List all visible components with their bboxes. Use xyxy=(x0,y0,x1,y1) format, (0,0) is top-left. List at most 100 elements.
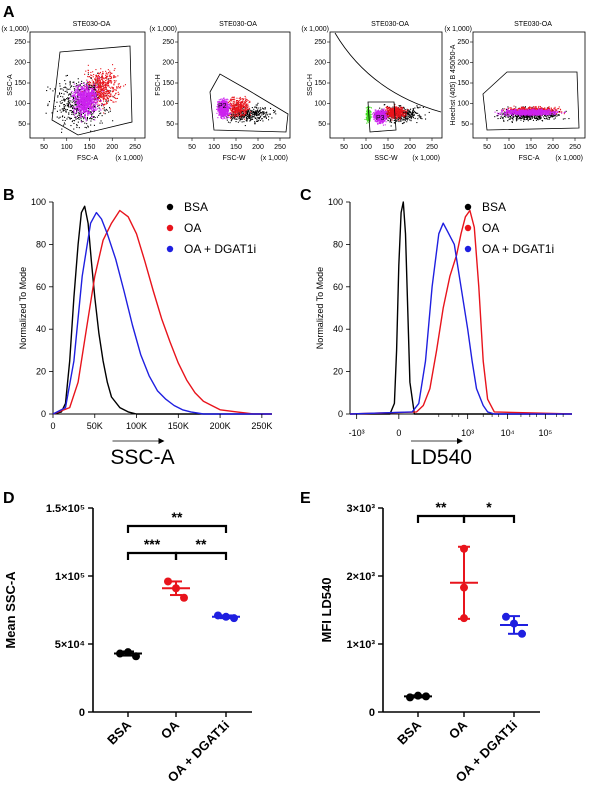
event-dot xyxy=(74,109,76,111)
event-dot xyxy=(374,109,376,111)
event-dot xyxy=(108,96,110,98)
event-dot xyxy=(403,113,405,115)
event-dot xyxy=(77,109,79,111)
event-dot xyxy=(101,88,103,90)
event-dot xyxy=(97,99,99,101)
event-dot xyxy=(104,110,106,112)
event-dot xyxy=(227,110,229,112)
event-dot xyxy=(222,118,224,120)
event-dot xyxy=(224,106,226,108)
event-dot xyxy=(87,98,89,100)
event-dot xyxy=(366,109,368,111)
event-dot xyxy=(78,99,80,101)
event-dot xyxy=(392,115,394,117)
gating-y-tick-label: 150 xyxy=(162,80,174,87)
event-dot xyxy=(227,106,229,108)
event-dot xyxy=(535,119,537,121)
event-dot xyxy=(387,110,389,112)
event-dot xyxy=(107,84,109,86)
event-dot xyxy=(102,92,104,94)
event-dot xyxy=(82,103,84,105)
event-dot xyxy=(54,88,56,90)
event-dot xyxy=(81,82,83,84)
event-dot xyxy=(77,101,79,103)
event-dot xyxy=(88,102,90,104)
event-dot xyxy=(226,110,228,112)
event-dot xyxy=(86,108,88,110)
event-dot xyxy=(91,107,93,109)
event-dot xyxy=(120,85,122,87)
event-dot xyxy=(88,85,90,87)
event-dot xyxy=(95,92,97,94)
event-dot xyxy=(398,108,400,110)
event-dot xyxy=(80,94,82,96)
event-dot xyxy=(240,98,242,100)
event-dot xyxy=(93,91,95,93)
event-dot xyxy=(216,108,218,110)
event-dot xyxy=(245,113,247,115)
event-dot xyxy=(115,101,117,103)
event-dot xyxy=(86,110,88,112)
event-dot xyxy=(377,116,379,118)
gating-dots xyxy=(216,95,277,127)
event-dot xyxy=(390,111,392,113)
event-dot xyxy=(99,80,101,82)
event-dot xyxy=(82,86,84,88)
event-dot xyxy=(410,108,412,110)
event-dot xyxy=(81,93,83,95)
event-dot xyxy=(243,103,245,105)
event-dot xyxy=(223,115,225,117)
event-dot xyxy=(85,84,87,86)
event-dot xyxy=(396,113,398,115)
event-dot xyxy=(257,120,259,122)
event-dot xyxy=(98,94,100,96)
event-dot xyxy=(101,74,103,76)
event-dot xyxy=(109,108,111,110)
event-dot xyxy=(257,109,259,111)
event-dot xyxy=(84,104,86,106)
event-dot xyxy=(228,107,230,109)
event-dot xyxy=(230,105,232,107)
event-dot xyxy=(410,115,412,117)
event-dot xyxy=(112,88,114,90)
event-dot xyxy=(99,96,101,98)
event-dot xyxy=(105,90,107,92)
event-dot xyxy=(223,107,225,109)
event-dot xyxy=(413,112,415,114)
event-dot xyxy=(99,96,101,98)
event-dot xyxy=(420,116,422,118)
gating-plot-scale-note-y: (x 1,000) xyxy=(1,26,29,33)
event-dot xyxy=(238,107,240,109)
event-dot xyxy=(113,75,115,77)
event-dot xyxy=(230,103,232,105)
event-dot xyxy=(102,71,104,73)
event-dot xyxy=(75,108,77,110)
event-dot xyxy=(221,99,223,101)
event-dot xyxy=(105,77,107,79)
event-dot xyxy=(386,109,388,111)
event-dot xyxy=(381,108,383,110)
event-dot xyxy=(249,111,251,113)
event-dot xyxy=(78,114,80,116)
event-dot xyxy=(81,87,83,89)
event-dot xyxy=(385,107,387,109)
event-dot xyxy=(378,113,380,115)
event-dot xyxy=(87,76,89,78)
gate-polygon xyxy=(367,101,397,133)
event-dot xyxy=(73,110,75,112)
event-dot xyxy=(381,121,383,123)
event-dot xyxy=(375,113,377,115)
event-dot xyxy=(98,78,100,80)
event-dot xyxy=(241,114,243,116)
event-dot xyxy=(103,100,105,102)
event-dot xyxy=(237,112,239,114)
event-dot xyxy=(223,107,225,109)
event-dot xyxy=(234,107,236,109)
event-dot xyxy=(230,116,232,118)
event-dot xyxy=(67,88,69,90)
event-dot xyxy=(386,111,388,113)
event-dot xyxy=(89,89,91,91)
event-dot xyxy=(112,95,114,97)
event-dot xyxy=(241,105,243,107)
event-dot xyxy=(70,96,72,98)
